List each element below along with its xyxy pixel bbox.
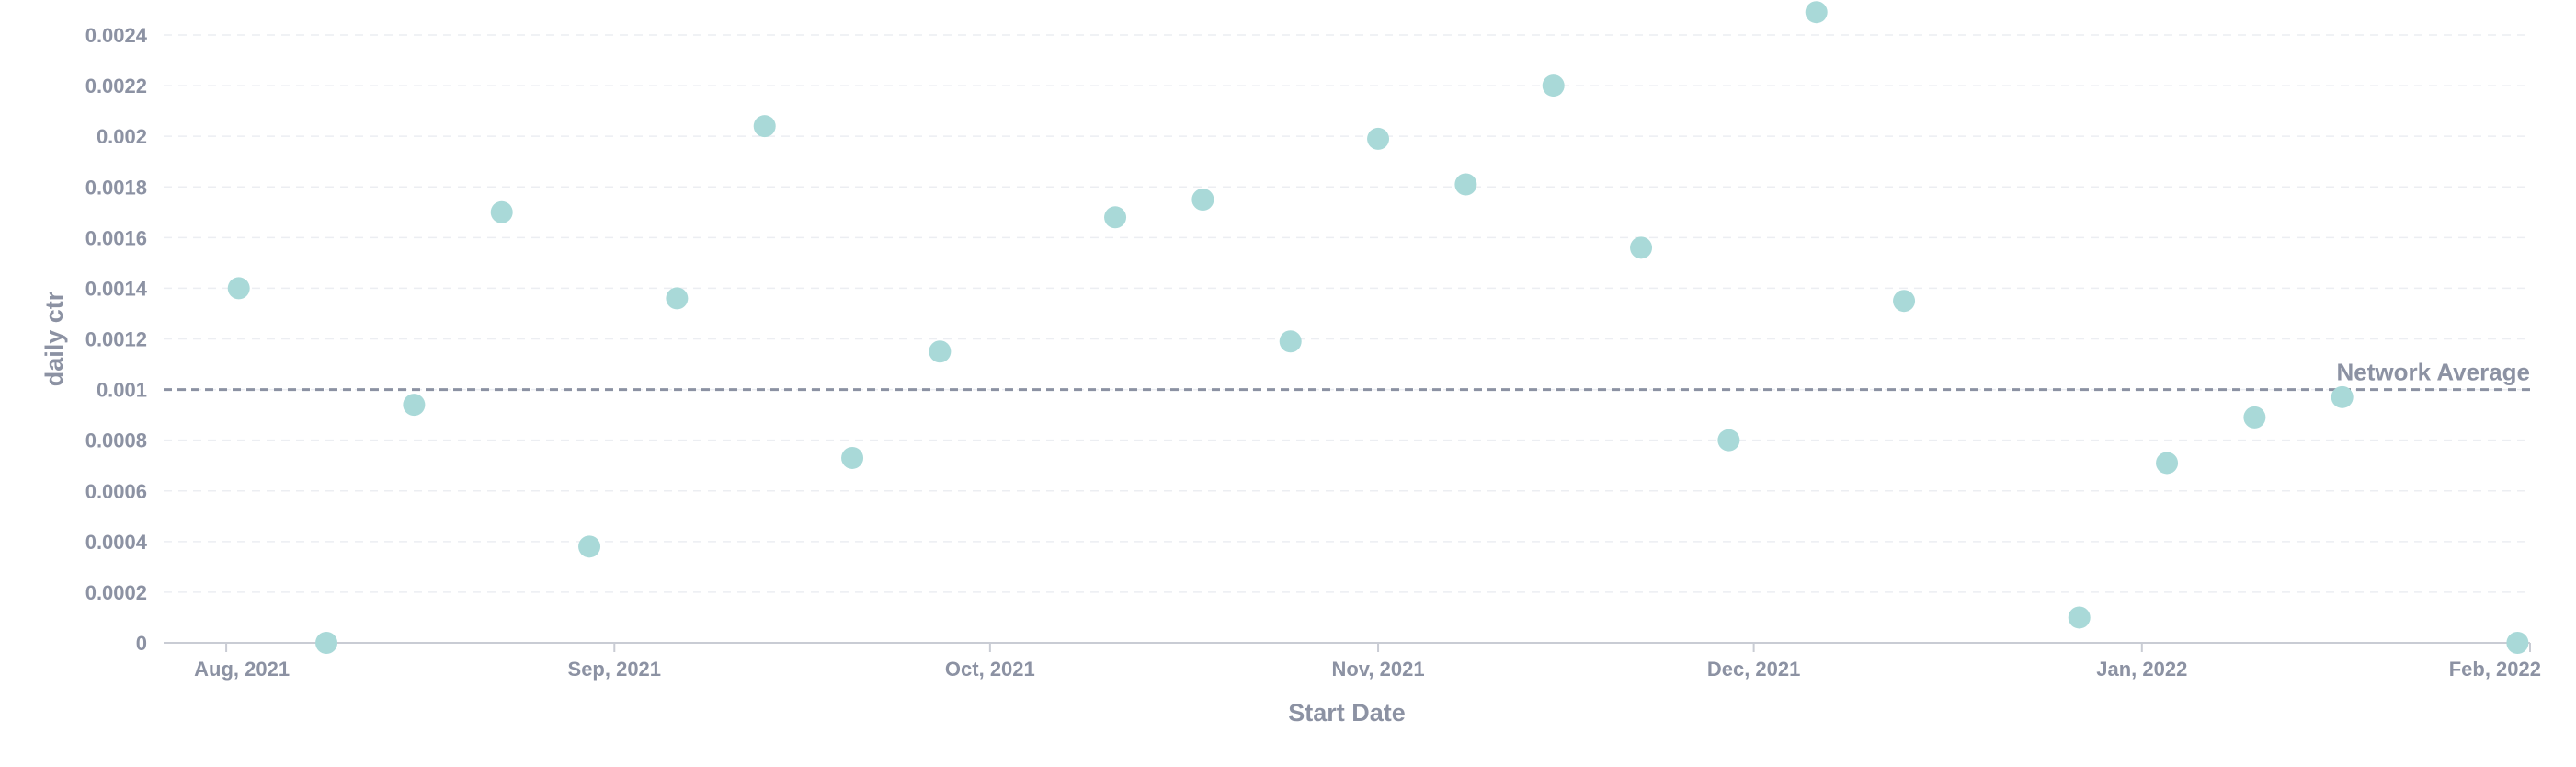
data-point[interactable]: [2331, 385, 2354, 408]
data-point[interactable]: [1367, 127, 1390, 150]
y-tick-label: 0.0008: [85, 429, 147, 452]
y-axis: 0 0.0002 0.0004 0.0006 0.0008 0.001 0.0012 0.00…: [85, 24, 148, 655]
x-tick-label: Jan, 2022: [2096, 658, 2187, 681]
y-tick-label: 0.0024: [85, 24, 148, 47]
y-tick-label: 0.001: [97, 379, 147, 402]
data-point[interactable]: [929, 340, 952, 363]
x-tick-label: Nov, 2021: [1331, 658, 1424, 681]
y-tick-label: 0: [136, 632, 147, 655]
y-tick-label: 0.0006: [85, 480, 147, 503]
data-point[interactable]: [1191, 189, 1214, 212]
data-point[interactable]: [1542, 74, 1565, 97]
data-point[interactable]: [315, 632, 338, 654]
data-point[interactable]: [753, 115, 776, 138]
data-point[interactable]: [403, 394, 426, 417]
data-point[interactable]: [1893, 290, 1916, 313]
data-point[interactable]: [2156, 452, 2179, 475]
x-tick-label: Dec, 2021: [1707, 658, 1801, 681]
data-point[interactable]: [2068, 606, 2091, 629]
data-point[interactable]: [2506, 632, 2529, 654]
x-tick-label: Feb, 2022: [2449, 658, 2541, 681]
x-axis-title: Start Date: [1288, 699, 1406, 727]
reference-line-group: Network Average: [164, 359, 2531, 392]
data-point[interactable]: [1279, 330, 1302, 353]
x-tick-label: Aug, 2021: [194, 658, 290, 681]
x-axis: Aug, 2021 Sep, 2021 Oct, 2021 Nov, 2021 Dec,…: [164, 642, 2541, 681]
data-point[interactable]: [1717, 429, 1740, 452]
y-tick-label: 0.0004: [85, 531, 148, 554]
data-point[interactable]: [1805, 1, 1828, 24]
data-point[interactable]: [2243, 406, 2266, 429]
data-point[interactable]: [1104, 206, 1127, 229]
data-point[interactable]: [1630, 236, 1653, 259]
y-tick-label: 0.0018: [85, 176, 147, 199]
y-tick-label: 0.0012: [85, 328, 147, 351]
gridlines: [164, 34, 2530, 593]
x-tick-label: Oct, 2021: [945, 658, 1035, 681]
data-point[interactable]: [578, 535, 601, 558]
network-average-label: Network Average: [2337, 359, 2531, 386]
data-point[interactable]: [841, 446, 864, 469]
y-tick-label: 0.002: [97, 125, 147, 148]
y-axis-title: daily ctr: [40, 291, 68, 386]
y-tick-label: 0.0016: [85, 226, 147, 249]
data-point[interactable]: [666, 287, 689, 310]
x-tick-label: Sep, 2021: [568, 658, 662, 681]
data-point[interactable]: [490, 200, 513, 223]
data-point[interactable]: [1454, 173, 1477, 196]
data-points: [227, 1, 2529, 654]
y-tick-label: 0.0014: [85, 277, 148, 300]
y-tick-label: 0.0022: [85, 74, 147, 97]
data-point[interactable]: [227, 277, 250, 300]
y-tick-label: 0.0002: [85, 581, 147, 604]
